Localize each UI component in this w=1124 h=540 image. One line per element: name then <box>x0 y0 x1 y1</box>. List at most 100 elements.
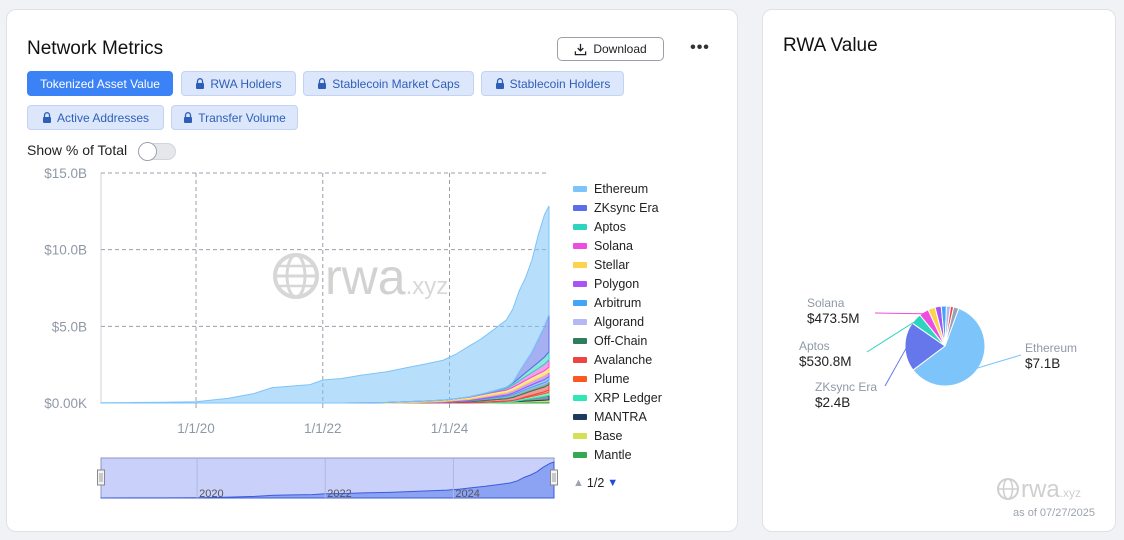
lock-body <box>184 117 193 123</box>
legend-page-indicator: 1/2 <box>586 476 605 490</box>
legend-prev-icon[interactable]: ▲ <box>573 477 584 489</box>
legend-item-zksync-era[interactable]: ZKsync Era <box>573 199 659 216</box>
tab-rwa-holders[interactable]: RWA Holders <box>181 71 296 96</box>
download-button[interactable]: Download <box>557 37 664 61</box>
lock-shackle <box>496 78 503 83</box>
lock-icon <box>184 112 193 123</box>
legend-label: Stellar <box>594 257 630 272</box>
legend-item-ethereum[interactable]: Ethereum <box>573 180 648 197</box>
x-tick-label: 1/1/22 <box>304 421 342 436</box>
tab-label: Stablecoin Holders <box>509 76 611 91</box>
legend-swatch <box>573 337 587 344</box>
lock-body <box>495 83 504 89</box>
pie-watermark: rwa.xyz <box>997 476 1081 503</box>
tab-active-addresses[interactable]: Active Addresses <box>27 105 164 130</box>
download-label: Download <box>593 42 647 56</box>
watermark: rwa.xyz <box>273 249 448 305</box>
callout-line <box>884 346 908 387</box>
callout-name: Aptos <box>799 339 830 353</box>
legend-item-stellar[interactable]: Stellar <box>573 256 629 273</box>
tab-stablecoin-market-caps[interactable]: Stablecoin Market Caps <box>303 71 474 96</box>
pie-slice-ethereum[interactable] <box>912 307 986 387</box>
legend-label: Off-Chain <box>594 333 648 348</box>
network-metrics-card: Network Metrics Download ••• Tokenized A… <box>6 9 738 532</box>
legend-swatch <box>573 432 587 439</box>
y-tick-label: $15.0B <box>44 166 87 181</box>
legend-item-avalanche[interactable]: Avalanche <box>573 351 652 368</box>
legend-label: XRP Ledger <box>594 390 662 405</box>
lock-shackle <box>319 78 326 83</box>
legend-item-algorand[interactable]: Algorand <box>573 313 644 330</box>
lock-body <box>318 83 327 89</box>
legend-item-mantra[interactable]: MANTRA <box>573 408 647 425</box>
pie-chart: Ethereum$7.1B ZKsync Era$2.4B Aptos$530.8M… <box>799 296 1081 503</box>
legend-label: Ethereum <box>594 181 649 196</box>
watermark-suffix: .xyz <box>1060 486 1081 500</box>
legend-item-base[interactable]: Base <box>573 427 623 444</box>
y-tick-label: $5.0B <box>52 319 87 334</box>
watermark-text: rwa.xyz <box>1021 476 1081 503</box>
lock-icon <box>42 112 51 123</box>
more-options-button[interactable]: ••• <box>690 39 710 56</box>
pie-slice-zksync-era[interactable] <box>904 322 946 371</box>
legend-item-plume[interactable]: Plume <box>573 370 629 387</box>
callout-name: Ethereum <box>1025 341 1077 355</box>
x-tick-label: 1/1/24 <box>431 421 469 436</box>
lock-body <box>42 117 51 123</box>
show-percent-label: Show % of Total <box>27 142 128 158</box>
legend-item-xrp-ledger[interactable]: XRP Ledger <box>573 389 662 406</box>
lock-icon <box>196 78 205 89</box>
legend-label: Plume <box>594 371 630 386</box>
show-percent-toggle[interactable] <box>138 142 176 161</box>
legend-next-icon[interactable]: ▼ <box>607 477 619 489</box>
legend-label: MANTRA <box>594 409 647 424</box>
legend-swatch <box>573 242 587 249</box>
as-of-date: as of 07/27/2025 <box>1013 507 1095 519</box>
lock-body <box>196 83 205 89</box>
tab-transfer-volume[interactable]: Transfer Volume <box>171 105 298 130</box>
area-series-ethereum <box>100 205 550 404</box>
legend-label: Base <box>594 428 623 443</box>
toggle-knob <box>138 142 157 161</box>
legend-item-aptos[interactable]: Aptos <box>573 218 626 235</box>
legend-label: Aptos <box>594 219 626 234</box>
legend-label: ZKsync Era <box>594 200 659 215</box>
card-title: Network Metrics <box>27 38 164 59</box>
tab-label: Tokenized Asset Value <box>40 76 160 91</box>
area-chart: rwa.xyz $0.00K $5.0B $10.0B $15.0B 1/1/20 1/1/… <box>44 166 558 500</box>
legend-swatch <box>573 185 587 192</box>
legend-item-solana[interactable]: Solana <box>573 237 633 254</box>
legend-swatch <box>573 413 587 420</box>
lock-shackle <box>197 78 204 83</box>
legend-item-mantle[interactable]: Mantle <box>573 446 632 463</box>
tab-label: Transfer Volume <box>198 110 286 125</box>
legend-item-arbitrum[interactable]: Arbitrum <box>573 294 641 311</box>
legend-label: Mantle <box>594 447 632 462</box>
navigator-handle-left[interactable] <box>97 469 105 486</box>
callout-value: $530.8M <box>799 354 852 369</box>
legend-swatch <box>573 451 587 458</box>
navigator-tick-label: 2024 <box>455 488 479 500</box>
navigator-tick-label: 2020 <box>199 488 223 500</box>
legend-swatch <box>573 261 587 268</box>
pie-slice-other[interactable] <box>944 306 960 347</box>
legend-item-polygon[interactable]: Polygon <box>573 275 639 292</box>
legend-label: Avalanche <box>594 352 653 367</box>
y-tick-label: $10.0B <box>44 243 87 258</box>
tab-label: RWA Holders <box>210 76 282 91</box>
lock-shackle <box>185 112 192 117</box>
callout-name: Solana <box>807 296 845 310</box>
tab-stablecoin-holders[interactable]: Stablecoin Holders <box>481 71 624 96</box>
lock-shackle <box>43 112 51 117</box>
legend-item-off-chain[interactable]: Off-Chain <box>573 332 647 349</box>
tab-tokenized-asset-value[interactable]: Tokenized Asset Value <box>27 71 173 96</box>
legend-swatch <box>573 223 587 230</box>
legend-swatch <box>573 299 587 306</box>
x-tick-label: 1/1/20 <box>177 421 215 436</box>
navigator-handle-right[interactable] <box>550 469 558 486</box>
legend-label: Polygon <box>594 276 640 291</box>
legend-swatch <box>573 204 587 211</box>
rwa-value-card: RWA Value Ethereum $7.1B ZKsync Era $2.4B Ap… <box>762 9 1116 532</box>
callout-name: ZKsync Era <box>815 380 877 394</box>
legend-swatch <box>573 375 587 382</box>
